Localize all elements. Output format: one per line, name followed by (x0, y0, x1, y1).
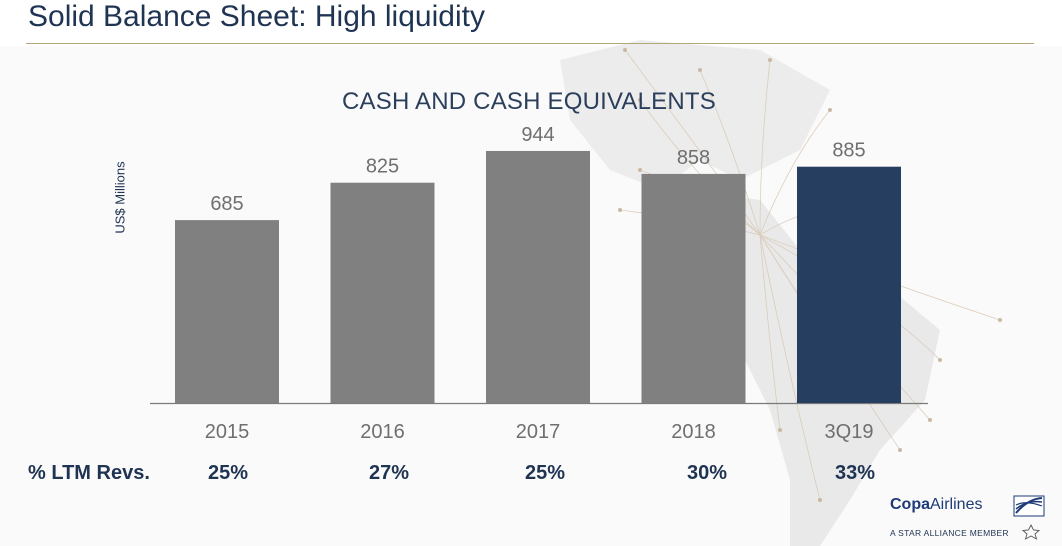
chart-title-text: CASH AND CASH EQUIVALENTS (342, 88, 716, 115)
logo-name-rest: Airlines (930, 496, 983, 513)
copa-airlines-logo: CopaAirlines A STAR ALLIANCE MEMBER (888, 495, 1058, 544)
bar-2017 (486, 150, 590, 403)
bar-2015 (175, 220, 279, 403)
data-label-2015: 685 (210, 193, 243, 215)
logo-tagline: A STAR ALLIANCE MEMBER (890, 528, 1009, 538)
logo-name-bold: Copa (890, 496, 930, 513)
page-title: Solid Balance Sheet: High liquidity (28, 0, 485, 33)
tick-label-2016: 2016 (360, 421, 405, 443)
ltm-value: 25% (524, 462, 566, 484)
ltm-row-label: % LTM Revs. (28, 462, 150, 484)
chart-title: CASH AND CASH EQUIVALENTS (0, 88, 1062, 116)
bar-2016 (330, 182, 435, 403)
data-label-2018: 858 (677, 147, 710, 169)
tick-label-2015: 2015 (205, 421, 250, 443)
tick-label-2018: 2018 (671, 421, 716, 443)
ltm-value: 27% (368, 462, 410, 484)
data-label-2016: 825 (366, 156, 399, 178)
logo-name: CopaAirlines (890, 496, 982, 514)
data-label-2017: 944 (521, 124, 554, 146)
tick-label-3Q19: 3Q19 (825, 421, 874, 443)
ltm-value: 30% (686, 462, 728, 484)
star-alliance-icon (1021, 524, 1041, 540)
tick-label-2017: 2017 (516, 421, 561, 443)
ltm-value: 33% (834, 462, 876, 484)
copa-wing-icon (1013, 495, 1045, 517)
bar-3Q19 (797, 166, 901, 403)
data-label-3Q19: 885 (832, 140, 865, 162)
bar-2018 (641, 173, 746, 403)
ltm-value: 25% (207, 462, 249, 484)
title-divider (26, 43, 1034, 44)
